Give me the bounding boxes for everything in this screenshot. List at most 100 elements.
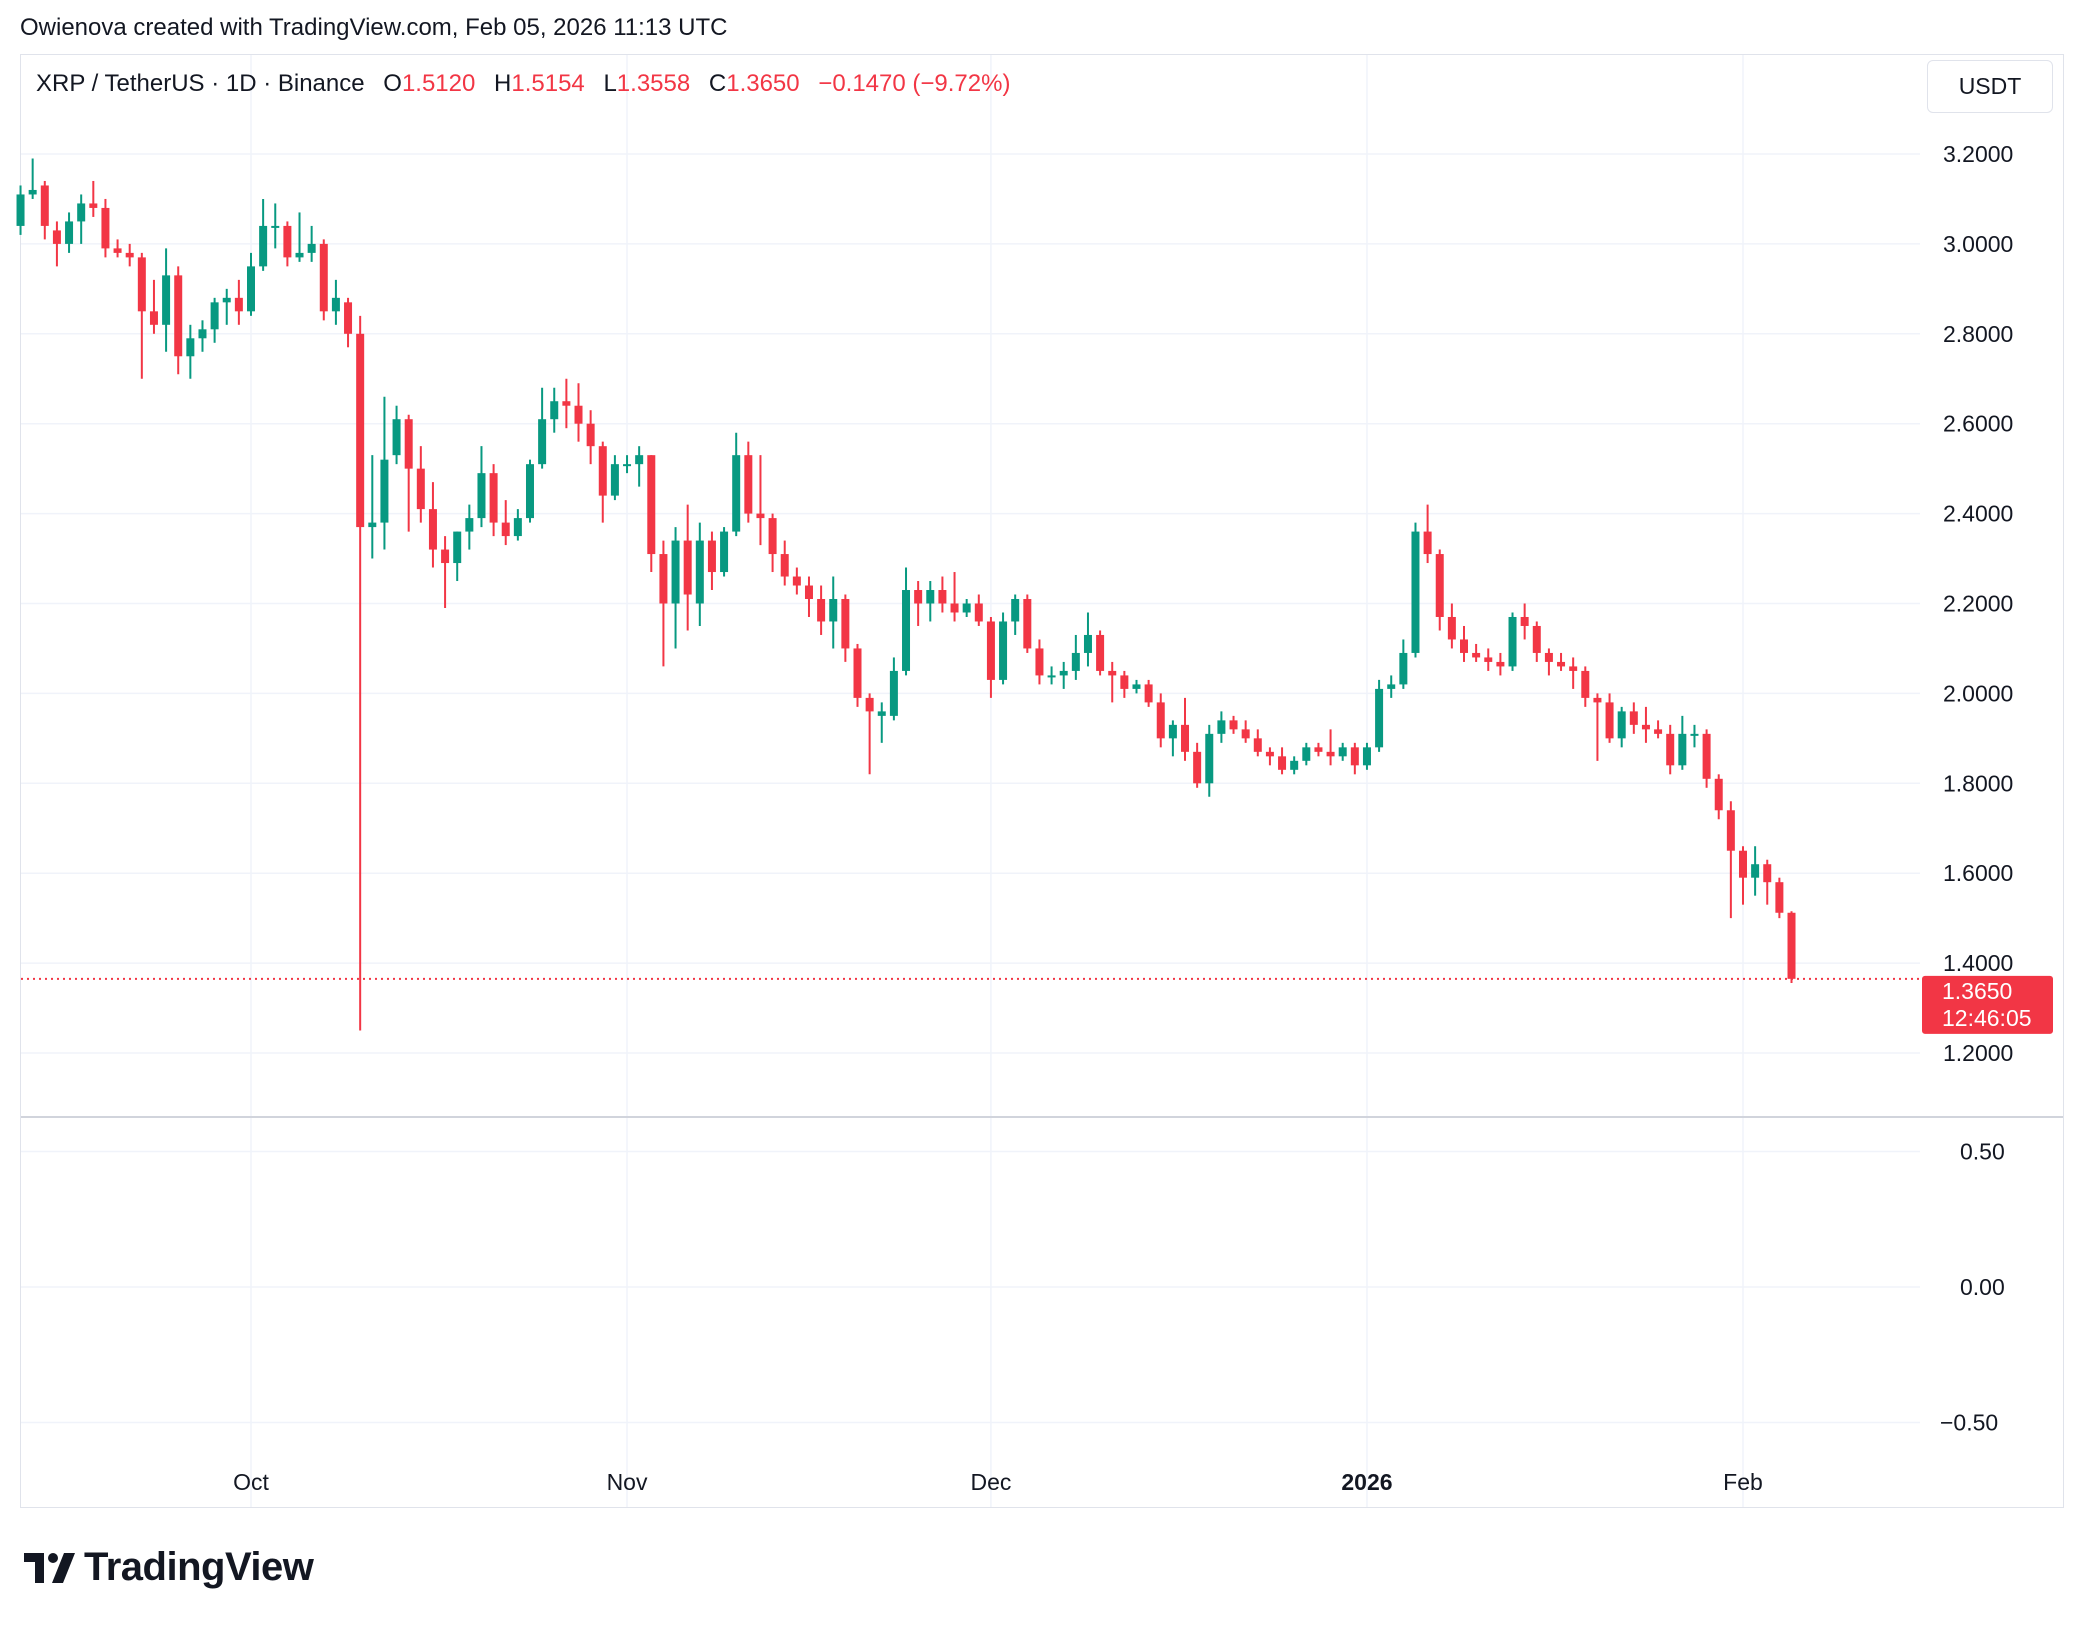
candle (829, 576, 838, 649)
candle-body (1253, 738, 1262, 752)
candle-body (902, 590, 911, 671)
candle-body (550, 401, 559, 420)
candle (902, 567, 911, 676)
candle (889, 657, 898, 721)
candle (1569, 657, 1578, 689)
candle (331, 279, 340, 325)
candle (1217, 711, 1226, 743)
candle (259, 198, 268, 271)
candle-body (1581, 670, 1590, 698)
candle (841, 594, 850, 662)
candle (538, 387, 547, 469)
open-label: O (383, 70, 402, 97)
candle-body (295, 252, 304, 258)
candle-body (319, 243, 328, 312)
candle-body (999, 621, 1008, 680)
candle (865, 693, 874, 775)
candle (1484, 648, 1493, 671)
candle-body (1763, 864, 1772, 883)
candle-body (1460, 639, 1468, 653)
candle (295, 212, 304, 262)
candle-body (477, 473, 486, 519)
candle (1229, 715, 1238, 734)
candle (1605, 693, 1614, 743)
candle (1193, 742, 1202, 788)
candle (659, 540, 668, 667)
candle-body (210, 302, 219, 330)
candle-body (186, 338, 195, 357)
candle-body (1108, 670, 1117, 676)
tradingview-logo-icon (24, 1552, 75, 1583)
candle (1726, 801, 1735, 919)
candle-body (222, 297, 231, 303)
candle-body (1375, 688, 1384, 748)
low-value: 1.3558 (616, 70, 691, 97)
tradingview-logo[interactable]: TradingView (24, 1545, 314, 1590)
candle-body (1096, 634, 1105, 671)
candle (428, 482, 437, 568)
candle-body (113, 248, 122, 253)
candle (1702, 729, 1711, 788)
candle-body (974, 603, 983, 622)
candle (1775, 877, 1784, 919)
x-tick-label: Oct (233, 1469, 269, 1495)
candle (40, 180, 49, 240)
candle (1096, 630, 1105, 676)
candle-body (986, 621, 995, 680)
candle (149, 279, 158, 334)
candle-body (1302, 747, 1311, 761)
candle-body (1350, 747, 1359, 766)
candle-body (1011, 599, 1020, 622)
candle (1083, 612, 1092, 667)
candle (683, 504, 692, 631)
candle (1108, 661, 1117, 703)
currency-button[interactable]: USDT (1927, 60, 2053, 113)
candle-body (1035, 648, 1044, 676)
candle (695, 522, 704, 626)
candle-body (1484, 657, 1493, 662)
candle-body (1654, 729, 1663, 734)
candle-body (574, 405, 583, 424)
candle (574, 383, 583, 442)
candle (1666, 724, 1675, 775)
y-tick-label: 1.8000 (1943, 770, 2013, 796)
candle (101, 198, 110, 258)
candle-body (962, 603, 971, 613)
open-value: 1.5120 (401, 70, 476, 97)
candle-body (1290, 760, 1299, 770)
candle-body (1059, 670, 1068, 676)
y-tick-label: 3.0000 (1943, 231, 2013, 257)
candle (137, 252, 146, 379)
candle (986, 616, 995, 698)
candle (1411, 522, 1420, 658)
candle (1120, 670, 1129, 698)
candle-body (1399, 652, 1408, 685)
candle (598, 441, 607, 523)
candle-body (1168, 724, 1177, 739)
symbol-title[interactable]: XRP / TetherUS · 1D · Binance (36, 70, 365, 97)
candle-body (441, 549, 450, 564)
candle (477, 446, 486, 528)
candle-body (1629, 711, 1638, 725)
change-value: −0.1470 (−9.72%) (818, 70, 1011, 97)
candle-body (817, 599, 826, 622)
candle-body (137, 257, 146, 312)
candle-body (1326, 751, 1335, 757)
candle-body (392, 419, 401, 456)
candle (16, 185, 25, 235)
candle (1593, 693, 1602, 761)
y-tick-label: 1.4000 (1943, 950, 2013, 976)
candle-body (1411, 531, 1420, 653)
candle-body (271, 225, 280, 228)
candle-body (1678, 733, 1687, 766)
candle-body (683, 540, 692, 595)
candle (1047, 666, 1056, 685)
candle-body (623, 464, 632, 467)
candle-body (77, 203, 86, 222)
high-label: H (494, 70, 512, 97)
candle (441, 536, 450, 608)
candle-body (841, 599, 850, 649)
candle (89, 180, 98, 217)
candle (768, 513, 777, 573)
